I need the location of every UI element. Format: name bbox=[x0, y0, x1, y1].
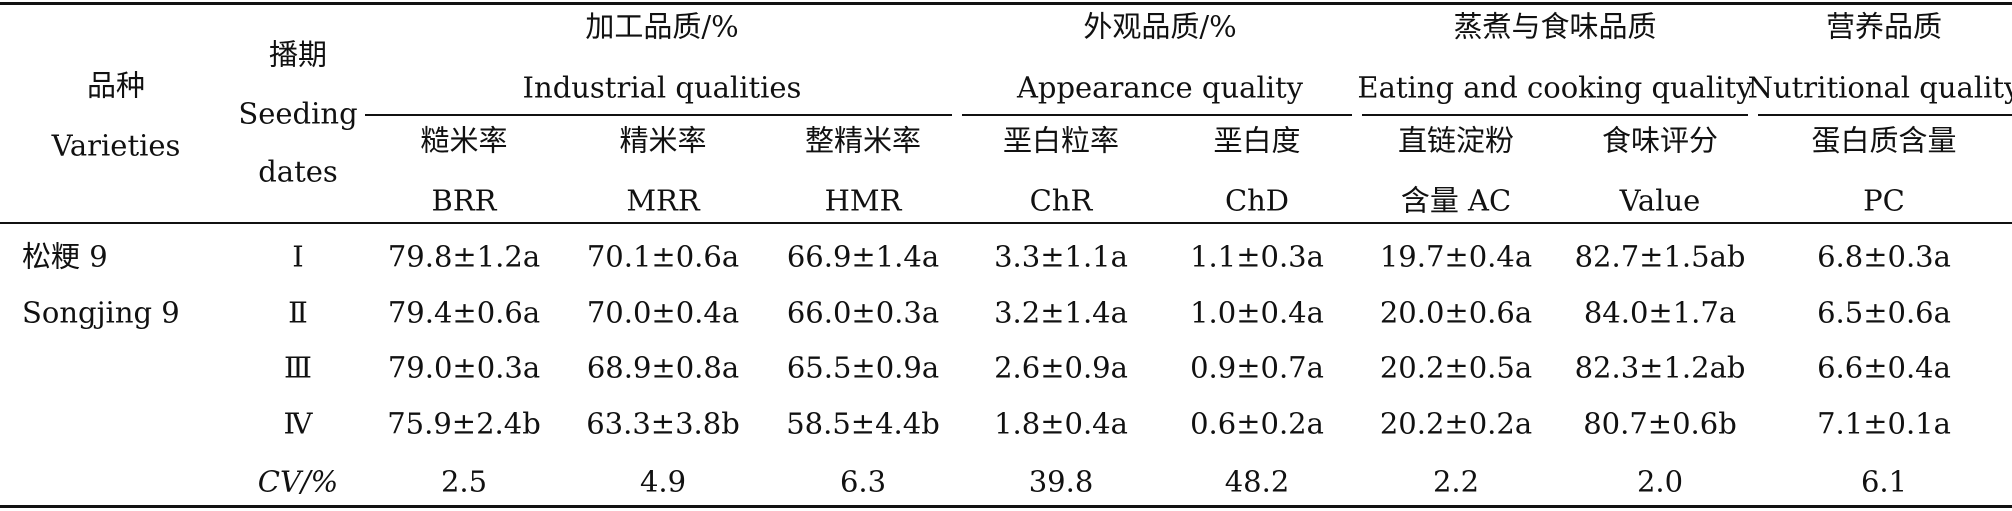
table-cell: 63.3±3.8b bbox=[586, 406, 740, 441]
table-cell: 79.8±1.2a bbox=[387, 239, 541, 274]
table-cell: 1.0±0.4a bbox=[1190, 295, 1324, 330]
col-chd-cn: 垩白度 bbox=[1213, 123, 1301, 158]
cv-cell: 4.9 bbox=[639, 464, 687, 499]
sowing-date-cell: Ⅲ bbox=[284, 350, 312, 385]
cv-cell: 48.2 bbox=[1224, 464, 1290, 499]
col-ac-cn: 直链淀粉 bbox=[1397, 123, 1515, 158]
group-eating-en: Eating and cooking quality bbox=[1357, 70, 1753, 105]
col-chr-cn: 垩白粒率 bbox=[1002, 123, 1120, 158]
variety-name-en: Songjing 9 bbox=[22, 295, 180, 330]
table-cell: 1.8±0.4a bbox=[994, 406, 1128, 441]
table-cell: 3.3±1.1a bbox=[994, 239, 1128, 274]
table-cell: 7.1±0.1a bbox=[1817, 406, 1951, 441]
group-appearance-cn: 外观品质/% bbox=[1083, 9, 1237, 44]
group-industrial-cn: 加工品质/% bbox=[585, 9, 739, 44]
table-cell: 66.9±1.4a bbox=[786, 239, 940, 274]
table-cell: 2.6±0.9a bbox=[994, 350, 1128, 385]
table-cell: 79.4±0.6a bbox=[387, 295, 541, 330]
top-rule bbox=[0, 2, 2012, 5]
bottom-rule bbox=[0, 505, 2012, 508]
table-cell: 19.7±0.4a bbox=[1379, 239, 1533, 274]
table-cell: 80.7±0.6b bbox=[1583, 406, 1737, 441]
header-sowing-en2: dates bbox=[258, 154, 338, 189]
table-cell: 0.6±0.2a bbox=[1190, 406, 1324, 441]
group-appearance-en: Appearance quality bbox=[1016, 70, 1304, 105]
table-cell: 20.0±0.6a bbox=[1379, 295, 1533, 330]
table-cell: 65.5±0.9a bbox=[786, 350, 940, 385]
table-cell: 68.9±0.8a bbox=[586, 350, 740, 385]
table-cell: 6.5±0.6a bbox=[1817, 295, 1951, 330]
table-cell: 82.3±1.2ab bbox=[1574, 350, 1746, 385]
group-nutritional-cn: 营养品质 bbox=[1825, 9, 1943, 44]
header-sowing-cn: 播期 bbox=[268, 37, 328, 72]
col-brr-cn: 糙米率 bbox=[420, 123, 508, 158]
cv-cell: 2.2 bbox=[1432, 464, 1480, 499]
cv-label: CV/% bbox=[257, 464, 339, 499]
col-ac-en: 含量 AC bbox=[1400, 183, 1512, 218]
group-eating-cn: 蒸煮与食味品质 bbox=[1453, 9, 1657, 44]
table-cell: 6.8±0.3a bbox=[1817, 239, 1951, 274]
table-cell: 79.0±0.3a bbox=[387, 350, 541, 385]
col-chd-en: ChD bbox=[1224, 183, 1290, 218]
header-variety-cn: 品种 bbox=[86, 68, 146, 103]
col-value-en: Value bbox=[1619, 183, 1701, 218]
group-industrial-en: Industrial qualities bbox=[522, 70, 802, 105]
header-variety-en: Varieties bbox=[51, 128, 181, 163]
cv-cell: 2.0 bbox=[1636, 464, 1684, 499]
table-cell: 70.0±0.4a bbox=[586, 295, 740, 330]
group-underline-nutritional bbox=[1758, 114, 2012, 116]
col-brr-en: BRR bbox=[431, 183, 497, 218]
table-cell: 1.1±0.3a bbox=[1190, 239, 1324, 274]
cv-cell: 39.8 bbox=[1028, 464, 1094, 499]
cv-cell: 6.1 bbox=[1860, 464, 1908, 499]
group-nutritional-en: Nutritional quality bbox=[1747, 70, 2012, 105]
table-cell: 70.1±0.6a bbox=[586, 239, 740, 274]
table-cell: 66.0±0.3a bbox=[786, 295, 940, 330]
cv-cell: 6.3 bbox=[839, 464, 887, 499]
cv-cell: 2.5 bbox=[440, 464, 488, 499]
col-hmr-en: HMR bbox=[824, 183, 902, 218]
table-cell: 20.2±0.2a bbox=[1379, 406, 1533, 441]
col-hmr-cn: 整精米率 bbox=[804, 123, 922, 158]
table-cell: 0.9±0.7a bbox=[1190, 350, 1324, 385]
table-cell: 84.0±1.7a bbox=[1583, 295, 1737, 330]
table-cell: 82.7±1.5ab bbox=[1574, 239, 1746, 274]
col-chr-en: ChR bbox=[1029, 183, 1093, 218]
col-pc-cn: 蛋白质含量 bbox=[1811, 123, 1957, 158]
sowing-date-cell: Ⅳ bbox=[283, 406, 313, 441]
col-mrr-cn: 精米率 bbox=[619, 123, 707, 158]
table-cell: 20.2±0.5a bbox=[1379, 350, 1533, 385]
variety-name-cn: 松粳 9 bbox=[22, 239, 108, 274]
header-bottom-rule bbox=[0, 222, 2012, 224]
col-pc-en: PC bbox=[1863, 183, 1905, 218]
sowing-date-cell: Ⅱ bbox=[288, 295, 308, 330]
table-cell: 3.2±1.4a bbox=[994, 295, 1128, 330]
group-underline-appearance bbox=[962, 114, 1352, 116]
sowing-date-cell: Ⅰ bbox=[292, 239, 304, 274]
table-cell: 6.6±0.4a bbox=[1817, 350, 1951, 385]
table-cell: 58.5±4.4b bbox=[786, 406, 940, 441]
col-mrr-en: MRR bbox=[626, 183, 700, 218]
table-cell: 75.9±2.4b bbox=[387, 406, 541, 441]
col-value-cn: 食味评分 bbox=[1601, 123, 1719, 158]
group-underline-eating bbox=[1362, 114, 1748, 116]
header-sowing-en1: Seeding bbox=[238, 96, 358, 131]
group-underline-industrial bbox=[365, 114, 952, 116]
